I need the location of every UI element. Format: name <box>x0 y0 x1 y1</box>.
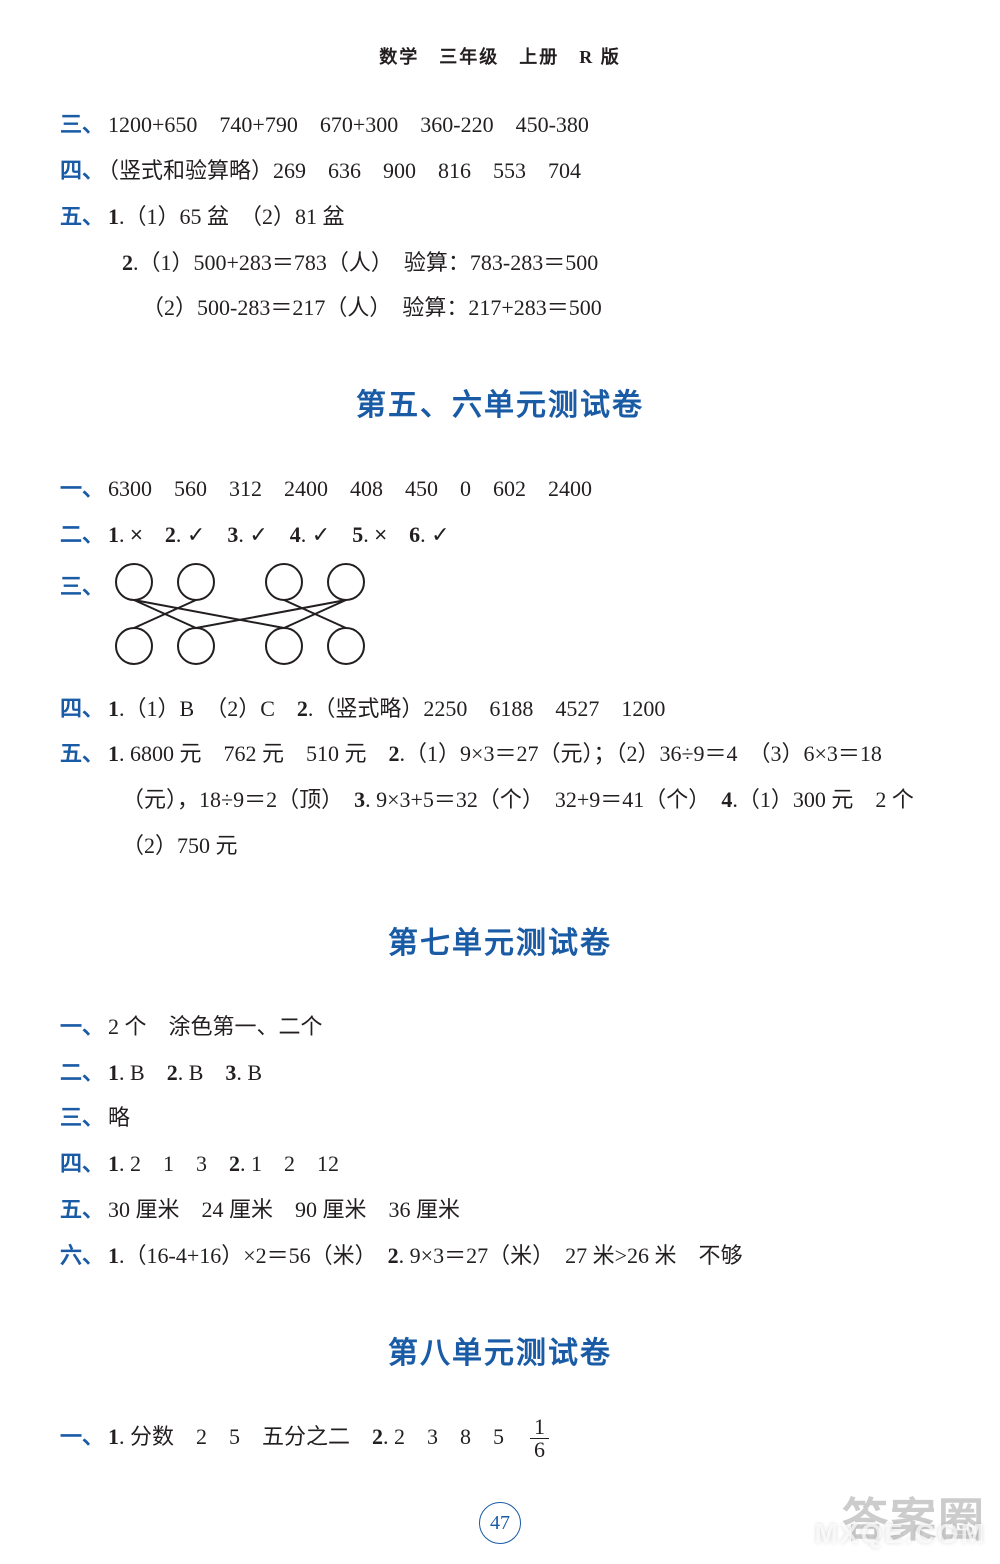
fraction-1-6: 16 <box>530 1416 549 1461</box>
b1: 1 <box>108 204 119 229</box>
label-si-56: 四、 <box>60 696 104 721</box>
diagram-svg <box>114 560 374 670</box>
top-line-5a: 五、1.（1）65 盆 （2）81 盆 <box>60 196 940 238</box>
s7-l2: 二、1. B 2. B 3. B <box>60 1052 940 1094</box>
s56-l3: 三、 <box>60 560 940 684</box>
label-yi-56: 一、 <box>60 476 104 501</box>
s56-l5a: 五、1. 6800 元 762 元 510 元 2.（1）9×3＝27（元）；（… <box>60 733 940 775</box>
top-4-text: （竖式和验算略）269 636 900 816 553 704 <box>108 158 581 183</box>
label-san: 三、 <box>60 112 104 137</box>
label-wu-56: 五、 <box>60 741 104 766</box>
page-header: 数学 三年级 上册 R 版 <box>60 40 940 74</box>
matching-diagram <box>114 560 374 684</box>
s56-l4: 四、1.（1）B （2）C 2.（竖式略）2250 6188 4527 1200 <box>60 688 940 730</box>
label-wu: 五、 <box>60 204 104 229</box>
top-line-3: 三、1200+650 740+790 670+300 360-220 450-3… <box>60 104 940 146</box>
s7-l3: 三、略 <box>60 1097 940 1139</box>
watermark-en: MXQE.COM <box>814 1518 986 1550</box>
label-si: 四、 <box>60 158 104 183</box>
label-san-7: 三、 <box>60 1105 104 1130</box>
section-56-title: 第五、六单元测试卷 <box>60 377 940 434</box>
label-liu-7: 六、 <box>60 1243 104 1268</box>
section-7-title: 第七单元测试卷 <box>60 915 940 972</box>
label-yi-8: 一、 <box>60 1424 104 1449</box>
frac-bot: 6 <box>530 1439 549 1461</box>
s56-l5b: （元），18÷9＝2（顶） 3. 9×3+5＝32（个） 32+9＝41（个） … <box>60 779 940 821</box>
frac-top: 1 <box>530 1416 549 1439</box>
label-san-56: 三、 <box>60 560 104 608</box>
s56-l2: 二、1. × 2. ✓ 3. ✓ 4. ✓ 5. × 6. ✓ <box>60 514 940 556</box>
s7-l6: 六、1.（16-4+16）×2＝56（米） 2. 9×3＝27（米） 27 米>… <box>60 1235 940 1277</box>
top-line-5c: （2）500-283＝217（人） 验算：217+283＝500 <box>60 287 940 329</box>
s56-l5c: （2）750 元 <box>60 825 940 867</box>
label-wu-7: 五、 <box>60 1197 104 1222</box>
label-er-56: 二、 <box>60 522 104 547</box>
b2: 2 <box>122 250 133 275</box>
page-number-value: 47 <box>479 1502 521 1544</box>
s8-l1: 一、1. 分数 2 5 五分之二 2. 2 3 8 5 16 <box>60 1416 940 1461</box>
label-si-7: 四、 <box>60 1151 104 1176</box>
page-number: 47 <box>60 1501 940 1544</box>
section-8-title: 第八单元测试卷 <box>60 1325 940 1382</box>
s7-l5: 五、30 厘米 24 厘米 90 厘米 36 厘米 <box>60 1189 940 1231</box>
top-3-text: 1200+650 740+790 670+300 360-220 450-380 <box>108 112 589 137</box>
top-line-5b: 2.（1）500+283＝783（人） 验算：783-283＝500 <box>60 242 940 284</box>
label-yi-7: 一、 <box>60 1014 104 1039</box>
label-er-7: 二、 <box>60 1060 104 1085</box>
page-root: 数学 三年级 上册 R 版 三、1200+650 740+790 670+300… <box>0 0 1000 1564</box>
top-line-4: 四、（竖式和验算略）269 636 900 816 553 704 <box>60 150 940 192</box>
s7-l1: 一、2 个 涂色第一、二个 <box>60 1006 940 1048</box>
s56-l1: 一、6300 560 312 2400 408 450 0 602 2400 <box>60 468 940 510</box>
s7-l4: 四、1. 2 1 3 2. 1 2 12 <box>60 1143 940 1185</box>
